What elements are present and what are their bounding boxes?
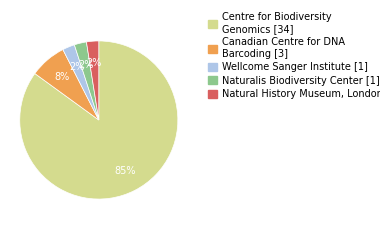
Wedge shape xyxy=(86,41,99,120)
Text: 85%: 85% xyxy=(114,166,135,176)
Wedge shape xyxy=(35,50,99,120)
Wedge shape xyxy=(20,41,178,199)
Text: 2%: 2% xyxy=(78,60,93,70)
Text: 8%: 8% xyxy=(54,72,70,82)
Text: 2%: 2% xyxy=(69,62,85,72)
Legend: Centre for Biodiversity
Genomics [34], Canadian Centre for DNA
Barcoding [3], We: Centre for Biodiversity Genomics [34], C… xyxy=(206,10,380,101)
Wedge shape xyxy=(63,45,99,120)
Wedge shape xyxy=(74,42,99,120)
Text: 2%: 2% xyxy=(87,58,102,68)
